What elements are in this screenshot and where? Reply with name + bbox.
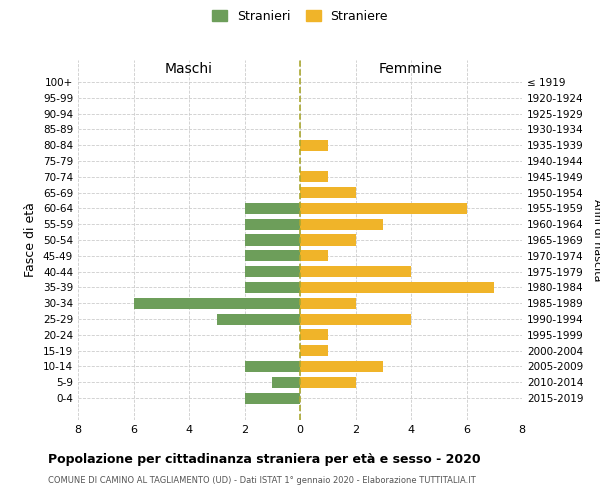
Text: Maschi: Maschi (165, 62, 213, 76)
Bar (245, 361, 300, 372)
Text: Femmine: Femmine (379, 62, 443, 76)
Bar (300, 282, 494, 293)
Bar (300, 266, 411, 277)
Bar (245, 203, 300, 214)
Bar (245, 218, 300, 230)
Bar (300, 361, 383, 372)
Bar (245, 234, 300, 246)
Bar (300, 298, 355, 309)
Bar (133, 298, 300, 309)
Bar (300, 314, 411, 324)
Bar (245, 250, 300, 262)
Bar (245, 282, 300, 293)
Bar (300, 171, 328, 182)
Bar (245, 266, 300, 277)
Bar (300, 377, 355, 388)
Bar (300, 250, 328, 262)
Y-axis label: Anni di nascita: Anni di nascita (592, 198, 600, 281)
Bar (272, 377, 300, 388)
Legend: Stranieri, Straniere: Stranieri, Straniere (208, 6, 392, 26)
Bar (300, 140, 328, 150)
Bar (217, 314, 300, 324)
Text: COMUNE DI CAMINO AL TAGLIAMENTO (UD) - Dati ISTAT 1° gennaio 2020 - Elaborazione: COMUNE DI CAMINO AL TAGLIAMENTO (UD) - D… (48, 476, 476, 485)
Bar (300, 218, 383, 230)
Bar (300, 187, 355, 198)
Bar (300, 203, 467, 214)
Bar (245, 392, 300, 404)
Bar (300, 330, 328, 340)
Y-axis label: Fasce di età: Fasce di età (25, 202, 37, 278)
Bar (300, 345, 328, 356)
Bar (300, 234, 355, 246)
Text: Popolazione per cittadinanza straniera per età e sesso - 2020: Popolazione per cittadinanza straniera p… (48, 452, 481, 466)
